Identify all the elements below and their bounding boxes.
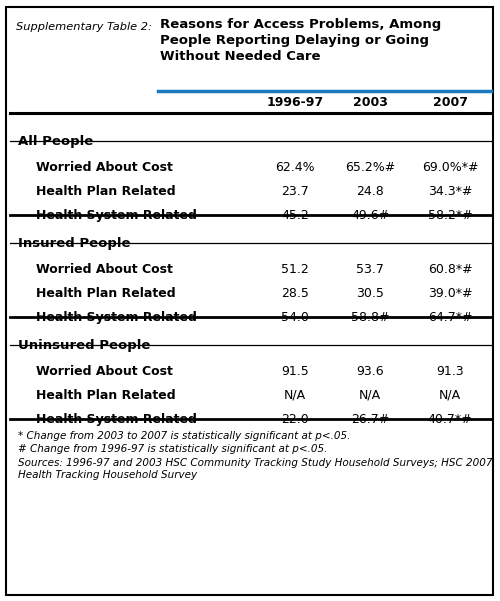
Text: 69.0%*#: 69.0%*# — [422, 161, 478, 174]
Text: 30.5: 30.5 — [356, 287, 384, 300]
Text: 34.3*#: 34.3*# — [428, 185, 472, 198]
Text: 91.5: 91.5 — [281, 365, 309, 378]
Text: 58.8#: 58.8# — [351, 311, 389, 324]
Text: Worried About Cost: Worried About Cost — [36, 161, 173, 174]
Text: 2007: 2007 — [432, 96, 468, 109]
Text: 2003: 2003 — [352, 96, 388, 109]
Text: Worried About Cost: Worried About Cost — [36, 263, 173, 276]
Text: 54.0: 54.0 — [281, 311, 309, 324]
Text: 91.3: 91.3 — [436, 365, 464, 378]
Text: 51.2: 51.2 — [281, 263, 309, 276]
Text: * Change from 2003 to 2007 is statistically significant at p<.05.: * Change from 2003 to 2007 is statistica… — [18, 431, 350, 441]
Text: Health Plan Related: Health Plan Related — [36, 389, 175, 402]
Text: Health System Related: Health System Related — [36, 413, 197, 426]
Text: Insured People: Insured People — [18, 237, 130, 250]
Text: 64.7*#: 64.7*# — [428, 311, 472, 324]
Text: Health System Related: Health System Related — [36, 209, 197, 222]
Text: 24.8: 24.8 — [356, 185, 384, 198]
Text: # Change from 1996-97 is statistically significant at p<.05.: # Change from 1996-97 is statistically s… — [18, 445, 328, 454]
Text: 26.7#: 26.7# — [351, 413, 389, 426]
Text: All People: All People — [18, 135, 93, 148]
Text: Reasons for Access Problems, Among
People Reporting Delaying or Going
Without Ne: Reasons for Access Problems, Among Peopl… — [160, 18, 442, 63]
Text: 45.2: 45.2 — [281, 209, 309, 222]
Text: Worried About Cost: Worried About Cost — [36, 365, 173, 378]
Text: Uninsured People: Uninsured People — [18, 339, 150, 352]
Text: 39.0*#: 39.0*# — [428, 287, 472, 300]
Text: 53.7: 53.7 — [356, 263, 384, 276]
Text: N/A: N/A — [359, 389, 381, 402]
Text: 49.6#: 49.6# — [351, 209, 389, 222]
Text: 93.6: 93.6 — [356, 365, 384, 378]
Text: Health System Related: Health System Related — [36, 311, 197, 324]
Text: 23.7: 23.7 — [281, 185, 309, 198]
Text: 1996-97: 1996-97 — [266, 96, 324, 109]
Text: Supplementary Table 2:: Supplementary Table 2: — [16, 22, 152, 32]
Text: 65.2%#: 65.2%# — [345, 161, 395, 174]
Text: 28.5: 28.5 — [281, 287, 309, 300]
Text: Sources: 1996-97 and 2003 HSC Community Tracking Study Household Surveys; HSC 20: Sources: 1996-97 and 2003 HSC Community … — [18, 458, 492, 480]
Text: 22.0: 22.0 — [281, 413, 309, 426]
Text: 40.7*#: 40.7*# — [428, 413, 472, 426]
Text: Health Plan Related: Health Plan Related — [36, 287, 175, 300]
Text: N/A: N/A — [284, 389, 306, 402]
Text: 58.2*#: 58.2*# — [428, 209, 472, 222]
Text: 62.4%: 62.4% — [275, 161, 315, 174]
Text: Health Plan Related: Health Plan Related — [36, 185, 175, 198]
Text: N/A: N/A — [439, 389, 461, 402]
Text: 60.8*#: 60.8*# — [428, 263, 472, 276]
